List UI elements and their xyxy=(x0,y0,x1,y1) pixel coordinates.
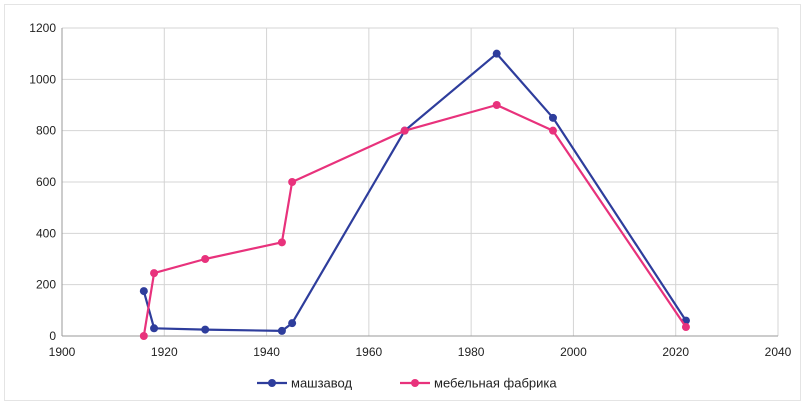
data-point xyxy=(277,238,286,247)
data-point xyxy=(201,325,210,334)
x-tick-label: 2020 xyxy=(662,345,689,359)
y-tick-label: 600 xyxy=(36,175,56,189)
data-point xyxy=(548,113,557,122)
y-tick-label: 800 xyxy=(36,124,56,138)
series-1 xyxy=(139,101,690,340)
legend-swatch-marker xyxy=(411,379,419,387)
axes xyxy=(61,28,778,337)
data-point xyxy=(288,178,297,186)
x-tick-label: 1960 xyxy=(356,345,383,359)
x-tick-label: 1980 xyxy=(458,345,485,359)
chart-frame xyxy=(4,4,801,401)
x-tick-label: 1940 xyxy=(253,345,280,359)
legend-item: мебельная фабрика xyxy=(400,376,557,391)
y-tick-label: 200 xyxy=(36,278,56,292)
data-point xyxy=(548,126,557,135)
data-point xyxy=(277,326,286,335)
data-point xyxy=(492,101,501,109)
series-line xyxy=(142,52,687,332)
series-0 xyxy=(139,49,690,335)
tick-labels: 0 200 400 600 800 1000 1200 1900 1920 1940 1960 198… xyxy=(29,21,791,359)
data-point xyxy=(139,287,148,296)
legend: машзавод мебельная фабрика xyxy=(257,376,557,391)
series-line xyxy=(142,103,687,337)
data-point xyxy=(201,255,210,263)
y-tick-label: 1200 xyxy=(29,21,56,35)
data-point xyxy=(150,269,159,278)
legend-swatch-marker xyxy=(268,379,276,387)
gridlines xyxy=(62,27,779,336)
data-point xyxy=(492,49,501,58)
data-point xyxy=(400,126,409,135)
y-tick-label: 1000 xyxy=(29,72,56,86)
data-point xyxy=(139,332,148,340)
legend-label: мебельная фабрика xyxy=(434,376,557,391)
y-tick-label: 400 xyxy=(36,226,56,240)
legend-label: машзавод xyxy=(291,376,352,391)
series-plot xyxy=(139,49,690,340)
data-point xyxy=(288,319,297,328)
x-tick-label: 2000 xyxy=(560,345,587,359)
x-tick-label: 1900 xyxy=(49,345,76,359)
y-tick-label: 0 xyxy=(49,329,56,343)
data-point xyxy=(681,323,690,332)
data-point xyxy=(150,324,159,333)
x-tick-label: 2040 xyxy=(765,345,792,359)
legend-item: машзавод xyxy=(257,376,352,391)
x-tick-label: 1920 xyxy=(151,345,178,359)
